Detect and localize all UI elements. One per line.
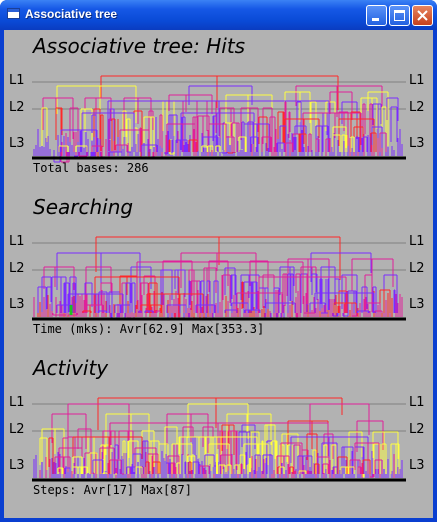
level-label-l2-right: L2 bbox=[409, 261, 425, 276]
maximize-button[interactable] bbox=[389, 5, 410, 26]
level-label-l3-right: L3 bbox=[409, 297, 425, 312]
level-label-l1-right: L1 bbox=[409, 395, 425, 410]
title-bar[interactable]: Associative tree bbox=[0, 0, 437, 30]
level-label-l2: L2 bbox=[9, 422, 25, 437]
activity-tree-graph bbox=[32, 397, 406, 482]
total-bases-caption: Total bases: 286 bbox=[33, 161, 149, 175]
panel-title: Associative tree: Hits bbox=[33, 34, 246, 58]
level-label-l3: L3 bbox=[9, 136, 25, 151]
minimize-button[interactable] bbox=[366, 5, 387, 26]
level-label-l1: L1 bbox=[9, 73, 25, 88]
maximize-icon bbox=[394, 10, 405, 21]
level-label-l2: L2 bbox=[9, 261, 25, 276]
client-area: Associative tree: Hits L1 L2 L3 L1 L2 L3… bbox=[4, 30, 433, 518]
window-title: Associative tree bbox=[25, 7, 118, 21]
level-label-l2: L2 bbox=[9, 100, 25, 115]
level-label-l1: L1 bbox=[9, 234, 25, 249]
level-label-l3-right: L3 bbox=[409, 136, 425, 151]
hits-panel: Associative tree: Hits L1 L2 L3 L1 L2 L3… bbox=[4, 34, 433, 184]
level-label-l3: L3 bbox=[9, 297, 25, 312]
activity-panel: Activity L1 L2 L3 L1 L2 L3 Steps: Avr[17… bbox=[4, 356, 433, 506]
minimize-icon bbox=[372, 18, 379, 21]
close-icon bbox=[417, 10, 428, 21]
searching-tree-graph bbox=[32, 236, 406, 321]
level-label-l3-right: L3 bbox=[409, 458, 425, 473]
level-label-l1-right: L1 bbox=[409, 234, 425, 249]
panel-title: Activity bbox=[33, 356, 109, 380]
time-caption: Time (mks): Avr[62.9] Max[353.3] bbox=[33, 322, 265, 336]
steps-caption: Steps: Avr[17] Max[87] bbox=[33, 483, 192, 497]
level-label-l1-right: L1 bbox=[409, 73, 425, 88]
panel-title: Searching bbox=[33, 195, 134, 219]
hits-tree-graph bbox=[32, 75, 406, 163]
searching-panel: Searching L1 L2 L3 L1 L2 L3 Time (mks): … bbox=[4, 195, 433, 345]
level-label-l3: L3 bbox=[9, 458, 25, 473]
level-label-l2-right: L2 bbox=[409, 100, 425, 115]
level-label-l2-right: L2 bbox=[409, 422, 425, 437]
level-label-l1: L1 bbox=[9, 395, 25, 410]
app-icon bbox=[7, 8, 20, 19]
close-button[interactable] bbox=[412, 5, 433, 26]
